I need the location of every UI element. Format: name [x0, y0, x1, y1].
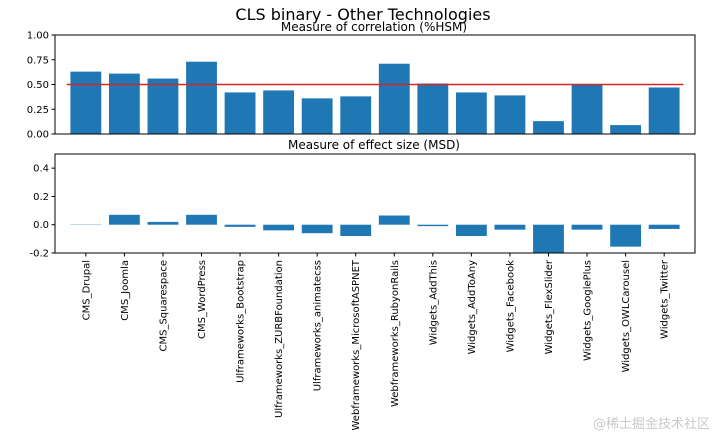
x-tick-label: Widgets_OWLCarousel	[621, 260, 632, 372]
watermark: @稀土掘金技术社区	[592, 417, 710, 432]
x-tick-label: CMS_WordPress	[197, 260, 208, 339]
bar-CMS_WordPress	[186, 61, 217, 135]
bar-Widgets_AddToAny	[455, 224, 487, 237]
bar-Widgets_AddThis	[417, 83, 449, 134]
bar-Webframeworks_MicrosoftASPNET	[340, 96, 372, 134]
x-tick-label: Widgets_AddThis	[428, 260, 439, 345]
bar-CMS_WordPress	[186, 214, 217, 225]
x-tick-label: Webframeworks_RubyonRails	[390, 260, 401, 407]
x-tick-label: CMS_Squarespace	[158, 260, 169, 352]
y-tick-label: 0.00	[27, 130, 49, 141]
bar-Ulframeworks_animatecss	[301, 98, 333, 134]
x-tick-label: Widgets_Facebook	[505, 260, 516, 353]
x-tick-label: Widgets_AddToAny	[467, 260, 478, 354]
x-tick-label: CMS_Joomla	[120, 260, 131, 321]
bar-CMS_Joomla	[108, 214, 140, 225]
bar-Widgets_AddThis	[417, 224, 449, 227]
bar-Widgets_AddToAny	[455, 92, 487, 134]
bar-Webframeworks_RubyonRails	[378, 63, 410, 134]
y-tick-label: 0.4	[33, 164, 49, 175]
y-tick-label: -0.2	[29, 249, 49, 260]
bar-Webframeworks_MicrosoftASPNET	[340, 224, 372, 237]
x-tick-label: Widgets_FlexSlider	[544, 259, 555, 354]
x-tick-label: Ulframeworks_Bootstrap	[236, 260, 247, 383]
effect-size-plot-frame	[54, 153, 696, 254]
x-tick-label: Ulframeworks_animatecss	[313, 260, 324, 391]
bar-Widgets_Twitter	[648, 224, 680, 229]
bar-Widgets_OWLCarousel	[610, 125, 642, 134]
bar-Ulframeworks_animatecss	[301, 224, 333, 234]
x-tick-label: Ulframeworks_ZURBFoundation	[274, 260, 285, 418]
y-tick-label: 0.0	[33, 220, 49, 231]
bar-Widgets_OWLCarousel	[610, 224, 642, 247]
bar-Widgets_Facebook	[494, 95, 526, 134]
correlation-bars	[66, 61, 684, 135]
bar-Ulframeworks_ZURBFoundation	[263, 90, 295, 134]
correlation-subplot: Measure of correlation (%HSM) 0.000.250.…	[27, 20, 696, 141]
bar-Webframeworks_RubyonRails	[378, 215, 410, 225]
bar-CMS_Drupal	[70, 71, 102, 134]
category-x-axis: CMS_Drupal CMS_Joomla CMS_Squarespace CMS_W…	[81, 253, 671, 431]
y-tick-label: 0.2	[33, 192, 49, 203]
effect-size-y-axis: -0.2 0.0 0.2 0.4	[29, 164, 55, 260]
effect-size-bars	[70, 214, 680, 253]
bar-Ulframeworks_Bootstrap	[224, 92, 256, 134]
correlation-subplot-title: Measure of correlation (%HSM)	[281, 20, 467, 34]
y-tick-label: 0.75	[27, 55, 49, 66]
figure-title: CLS binary - Other Technologies	[235, 5, 490, 24]
y-tick-label: 0.25	[27, 105, 49, 116]
bar-Widgets_GooglePlus	[571, 224, 603, 230]
bar-Ulframeworks_ZURBFoundation	[263, 224, 295, 231]
bar-Widgets_FlexSlider	[533, 224, 564, 253]
bar-Ulframeworks_Bootstrap	[224, 224, 256, 227]
effect-size-subplot: Measure of effect size (MSD) -0.2 0.0 0.2 0…	[29, 138, 696, 431]
x-tick-label: Widgets_Twitter	[660, 259, 671, 339]
bar-Widgets_GooglePlus	[571, 84, 603, 134]
correlation-plot-frame	[54, 34, 696, 135]
y-tick-label: 0.50	[27, 80, 49, 91]
bar-Widgets_Facebook	[494, 224, 526, 230]
correlation-y-axis: 0.00 0.25 0.50 0.75 1.00	[27, 31, 55, 141]
bar-Widgets_Twitter	[648, 87, 680, 134]
x-tick-label: Widgets_GooglePlus	[583, 260, 594, 361]
x-tick-label: CMS_Drupal	[81, 260, 92, 320]
bar-CMS_Squarespace	[147, 78, 179, 134]
bar-Widgets_FlexSlider	[533, 121, 564, 134]
y-tick-label: 1.00	[27, 31, 49, 42]
bar-CMS_Joomla	[108, 73, 140, 134]
x-tick-label: Webframeworks_MicrosoftASPNET	[351, 259, 362, 430]
effect-size-subplot-title: Measure of effect size (MSD)	[288, 138, 460, 152]
bar-CMS_Squarespace	[147, 221, 179, 225]
